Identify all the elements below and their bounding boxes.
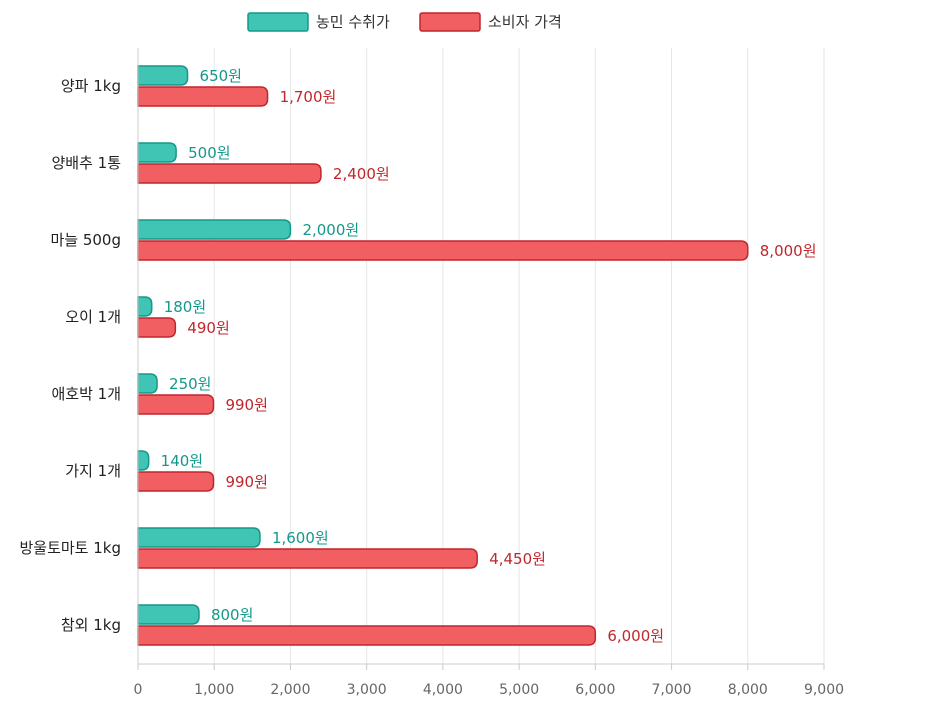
farmer-price-bar [137,65,189,86]
grid-layer [137,48,825,664]
x-tick-label: 7,000 [652,682,692,698]
farmer-price-bar [137,527,261,548]
consumer-price-bar [137,394,215,415]
legend-swatch [419,12,481,32]
axis-layer: 0 1,000 2,000 3,000 4,000 5,000 6,000 7,000 8,00… [19,48,844,698]
legend-item-consumer[interactable]: 소비자 가격 [419,12,562,32]
consumer-price-label: 4,450원 [489,550,546,568]
category-label: 오이 1개 [65,308,121,326]
consumer-price-bar [137,163,322,184]
legend-item-farmer[interactable]: 농민 수취가 [247,12,390,32]
x-tick-label: 5,000 [499,682,539,698]
consumer-price-label: 1,700원 [280,88,337,106]
label-layer: 650원 1,700원 500원 2,400원 2,000원 8,000원 180원 490원… [161,67,817,645]
x-tick-label: 9,000 [804,682,844,698]
category-label: 양배추 1통 [51,154,121,172]
consumer-price-bar [137,471,215,492]
consumer-price-bar [137,625,597,646]
farmer-price-bar [137,604,200,625]
farmer-price-label: 2,000원 [302,221,359,239]
legend-label: 농민 수취가 [316,13,390,31]
consumer-price-label: 8,000원 [760,242,817,260]
category-label: 마늘 500g [50,231,121,249]
farmer-price-bar [137,296,153,317]
farmer-price-label: 180원 [164,298,206,316]
bar-layer [137,65,749,646]
consumer-price-label: 2,400원 [333,165,390,183]
legend: 농민 수취가 소비자 가격 [247,12,562,32]
category-label: 방울토마토 1kg [19,539,121,557]
category-label: 양파 1kg [61,77,121,95]
consumer-price-label: 990원 [225,473,267,491]
consumer-price-label: 490원 [187,319,229,337]
farmer-price-label: 800원 [211,606,253,624]
farmer-price-label: 250원 [169,375,211,393]
consumer-price-bar [137,317,177,338]
farmer-price-bar [137,450,150,471]
consumer-price-bar [137,548,478,569]
farmer-price-label: 650원 [200,67,242,85]
consumer-price-bar [137,240,749,261]
farmer-price-label: 1,600원 [272,529,329,547]
farmer-price-bar [137,373,158,394]
x-tick-label: 8,000 [728,682,768,698]
consumer-price-label: 990원 [225,396,267,414]
category-label: 가지 1개 [65,462,121,480]
consumer-price-label: 6,000원 [607,627,664,645]
x-tick-label: 2,000 [270,682,310,698]
farmer-price-bar [137,142,177,163]
farmer-price-label: 500원 [188,144,230,162]
x-tick-label: 0 [134,682,143,698]
x-tick-label: 3,000 [347,682,387,698]
legend-swatch [247,12,309,32]
farmer-price-bar [137,219,292,240]
consumer-price-bar [137,86,269,107]
category-label: 참외 1kg [61,616,121,634]
legend-label: 소비자 가격 [488,13,562,31]
category-label: 애호박 1개 [51,385,121,403]
x-tick-label: 6,000 [575,682,615,698]
x-tick-label: 1,000 [194,682,234,698]
farmer-price-label: 140원 [161,452,203,470]
x-tick-label: 4,000 [423,682,463,698]
